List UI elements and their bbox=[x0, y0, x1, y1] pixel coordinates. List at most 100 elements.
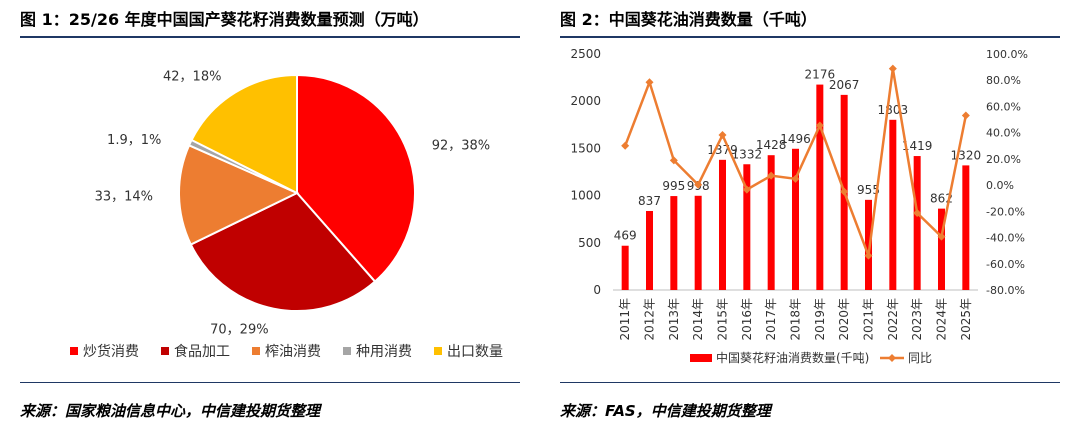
legend-swatch-bars bbox=[690, 354, 712, 362]
figure1-source: 来源：国家粮油信息中心，中信建投期货整理 bbox=[20, 402, 321, 420]
bar-data-label: 2067 bbox=[829, 78, 860, 92]
category-label: 2012年 bbox=[643, 298, 657, 341]
legend-label: 炒货消费 bbox=[83, 343, 139, 360]
legend-swatch bbox=[161, 347, 169, 355]
pie-data-label: 42，18% bbox=[163, 70, 221, 85]
right-axis-tick: 20.0% bbox=[986, 153, 1021, 166]
bar bbox=[792, 148, 799, 290]
left-axis-tick: 2000 bbox=[570, 94, 601, 108]
bar bbox=[962, 165, 970, 290]
yoy-point bbox=[767, 171, 776, 180]
bar-data-label: 2176 bbox=[805, 68, 836, 82]
bar bbox=[646, 210, 653, 290]
pie-data-label: 1.9，1% bbox=[107, 133, 161, 148]
figure2-title-rule bbox=[560, 36, 1060, 38]
category-label: 2011年 bbox=[618, 298, 632, 341]
category-label: 2020年 bbox=[837, 298, 851, 341]
bar-data-label: 1419 bbox=[902, 139, 933, 153]
pie-data-label: 70，29% bbox=[210, 322, 268, 337]
category-label: 2025年 bbox=[959, 298, 973, 341]
yoy-point bbox=[669, 156, 678, 165]
yoy-point bbox=[621, 141, 630, 150]
legend-label-bars: 中国葵花籽油消费数量(千吨) bbox=[716, 350, 869, 365]
bar bbox=[670, 196, 678, 290]
left-axis-tick: 2500 bbox=[570, 47, 601, 61]
right-axis-tick: 100.0% bbox=[986, 48, 1028, 61]
yoy-point bbox=[718, 131, 727, 140]
bar-data-label: 469 bbox=[614, 229, 637, 243]
bar bbox=[889, 119, 897, 290]
figure1-bottom-rule bbox=[20, 382, 520, 383]
yoy-point bbox=[913, 209, 922, 218]
bar-data-label: 837 bbox=[638, 194, 661, 208]
legend-label: 种用消费 bbox=[356, 344, 412, 360]
bar-data-label: 1332 bbox=[732, 147, 763, 161]
yoy-point bbox=[961, 111, 970, 120]
right-axis-tick: -20.0% bbox=[986, 205, 1025, 218]
legend-marker bbox=[888, 354, 896, 362]
yoy-point bbox=[742, 185, 751, 194]
left-axis-tick: 500 bbox=[578, 236, 601, 250]
figure1-panel: 图 1：25/26 年度中国国产葵花籽消费数量预测（万吨） 92，38% 70，2… bbox=[20, 10, 520, 420]
pie-data-label: 92，38% bbox=[432, 138, 490, 153]
category-label: 2016年 bbox=[740, 298, 754, 341]
category-label: 2019年 bbox=[813, 298, 827, 341]
bar bbox=[621, 245, 629, 290]
category-label: 2013年 bbox=[667, 298, 681, 341]
category-label: 2021年 bbox=[862, 298, 876, 341]
legend-swatch bbox=[252, 347, 260, 355]
figure1-title-rule bbox=[20, 36, 520, 38]
right-axis-tick: 60.0% bbox=[986, 100, 1021, 113]
category-label: 2014年 bbox=[691, 298, 705, 341]
right-axis-tick: 40.0% bbox=[986, 127, 1021, 140]
left-axis-tick: 1500 bbox=[570, 141, 601, 155]
right-axis-tick: 80.0% bbox=[986, 74, 1021, 87]
pie-chart: 92，38% 70，29% 33，14% 1.9，1% 42，18% 炒货消费 食品加工 榨油… bbox=[70, 70, 503, 360]
bar-data-label: 1803 bbox=[878, 103, 909, 117]
category-label: 2024年 bbox=[935, 298, 949, 341]
bar-data-label: 1320 bbox=[951, 148, 982, 162]
bar bbox=[816, 84, 824, 290]
category-label: 2018年 bbox=[789, 298, 803, 341]
bar bbox=[938, 208, 945, 290]
legend-swatch bbox=[70, 347, 78, 355]
figure1-title: 图 1：25/26 年度中国国产葵花籽消费数量预测（万吨） bbox=[20, 10, 429, 29]
pie-data-label: 33，14% bbox=[95, 189, 153, 204]
category-label: 2015年 bbox=[716, 298, 730, 341]
bar bbox=[743, 164, 751, 290]
pie-slice bbox=[178, 143, 300, 246]
right-axis-tick: 0.0% bbox=[986, 179, 1014, 192]
yoy-point bbox=[840, 187, 849, 196]
bar bbox=[719, 159, 726, 290]
figure2-bottom-rule bbox=[560, 382, 1060, 383]
left-axis-tick: 0 bbox=[593, 283, 601, 297]
bar bbox=[767, 155, 775, 290]
figure2-source: 来源：FAS，中信建投期货整理 bbox=[560, 402, 771, 420]
right-axis-tick: -40.0% bbox=[986, 232, 1025, 245]
legend-swatch bbox=[343, 347, 351, 355]
legend-label: 食品加工 bbox=[174, 343, 230, 360]
bar bbox=[913, 156, 921, 290]
bar bbox=[865, 199, 872, 290]
left-axis-tick: 1000 bbox=[570, 189, 601, 203]
category-label: 2023年 bbox=[910, 298, 924, 341]
figure2-panel: 图 2：中国葵花油消费数量（千吨） 0 500 1000 1500 2000 2500 -8… bbox=[540, 0, 1080, 428]
bar-data-label: 955 bbox=[857, 183, 880, 197]
pie-slice bbox=[296, 73, 416, 283]
yoy-point bbox=[791, 174, 800, 183]
figure2-title: 图 2：中国葵花油消费数量（千吨） bbox=[560, 10, 817, 29]
yoy-point bbox=[815, 121, 824, 130]
yoy-point bbox=[645, 78, 654, 87]
pie-slice bbox=[190, 73, 298, 195]
bar-data-label: 1428 bbox=[756, 138, 787, 152]
bar-data-label: 1496 bbox=[780, 132, 811, 146]
bar-data-label: 995 bbox=[662, 179, 685, 193]
legend-label-line: 同比 bbox=[908, 351, 932, 365]
yoy-point bbox=[694, 180, 703, 189]
category-label: 2017年 bbox=[764, 298, 778, 341]
legend-label: 出口数量 bbox=[447, 344, 503, 360]
yoy-point bbox=[937, 232, 946, 241]
category-label: 2022年 bbox=[886, 298, 900, 341]
right-axis-tick: -80.0% bbox=[986, 284, 1025, 297]
bar-line-chart: 0 500 1000 1500 2000 2500 -80.0% -60.0% -40.0% -2… bbox=[570, 47, 1028, 365]
